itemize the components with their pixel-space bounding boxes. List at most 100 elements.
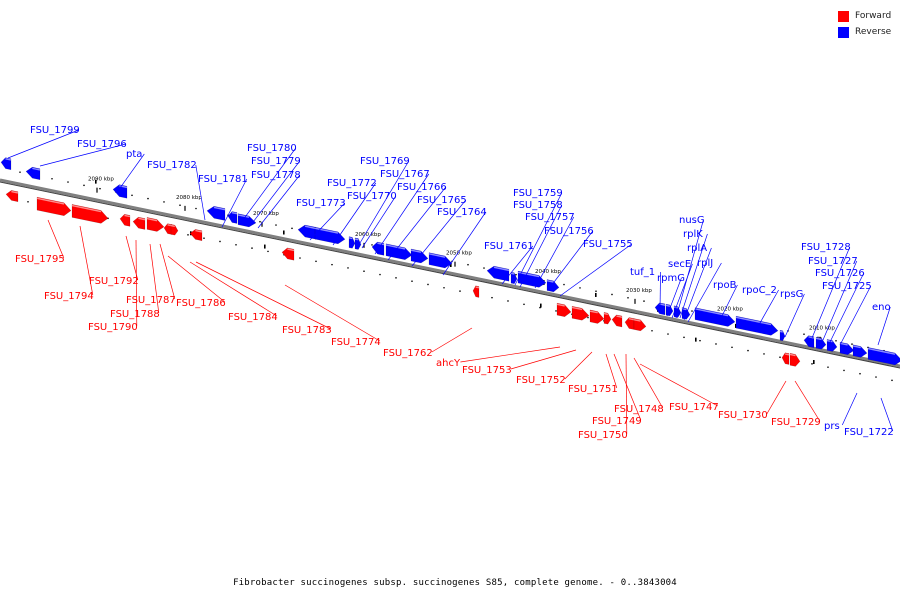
gene-label-fsu-1773[interactable]: FSU_1773 (296, 198, 346, 209)
genome-caption: Fibrobacter succinogenes subsp. succinog… (233, 578, 677, 588)
scale-dot (299, 257, 301, 259)
scale-dot (691, 310, 693, 312)
scale-dot (683, 336, 685, 339)
gene-label-pta[interactable]: pta (126, 149, 142, 160)
scale-dot (555, 310, 557, 312)
forward-gene-arrow (119, 213, 131, 227)
gene-leader-line (841, 392, 858, 426)
gene-label-fsu-1765[interactable]: FSU_1765 (417, 195, 467, 206)
gene-label-fsu-1786[interactable]: FSU_1786 (176, 298, 226, 309)
gene-label-fsu-1788[interactable]: FSU_1788 (110, 309, 160, 320)
reverse-gene-arrow (25, 166, 41, 181)
scale-dot (275, 224, 277, 226)
scale-dot (651, 329, 653, 332)
gene-leader-line (39, 143, 126, 167)
gene-label-nusg[interactable]: nusG (679, 215, 705, 226)
reverse-gene-arrow (428, 252, 453, 269)
gene-label-fsu-1766[interactable]: FSU_1766 (397, 182, 447, 193)
gene-label-fsu-1730[interactable]: FSU_1730 (718, 410, 768, 421)
gene-label-fsu-1753[interactable]: FSU_1753 (462, 365, 512, 376)
gene-label-fsu-1729[interactable]: FSU_1729 (771, 417, 821, 428)
gene-label-sece[interactable]: secE (668, 259, 691, 270)
tick-label-2040-kbp: 2040 kbp (535, 269, 561, 275)
gene-label-fsu-1748[interactable]: FSU_1748 (614, 404, 664, 415)
gene-label-rpmg[interactable]: rpmG (657, 273, 685, 284)
gene-label-fsu-1774[interactable]: FSU_1774 (331, 337, 381, 348)
gene-label-fsu-1794[interactable]: FSU_1794 (44, 291, 94, 302)
scale-dot (523, 303, 525, 306)
gene-label-fsu-1769[interactable]: FSU_1769 (360, 156, 410, 167)
gene-label-fsu-1767[interactable]: FSU_1767 (380, 169, 430, 180)
scale-dot (811, 363, 813, 365)
gene-label-fsu-1792[interactable]: FSU_1792 (89, 276, 139, 287)
tick-marker (95, 179, 97, 184)
gene-label-fsu-1783[interactable]: FSU_1783 (282, 325, 332, 336)
gene-label-fsu-1728[interactable]: FSU_1728 (801, 242, 851, 253)
gene-label-rpla[interactable]: rplA (687, 243, 707, 254)
gene-label-rpob[interactable]: rpoB (713, 280, 737, 291)
gene-label-fsu-1787[interactable]: FSU_1787 (126, 295, 176, 306)
reverse-gene-arrow (371, 241, 385, 256)
reverse-gene-arrow (314, 226, 346, 245)
gene-label-fsu-1727[interactable]: FSU_1727 (808, 256, 858, 267)
scale-dot (803, 333, 805, 335)
gene-label-fsu-1758[interactable]: FSU_1758 (513, 200, 563, 211)
gene-label-fsu-1790[interactable]: FSU_1790 (88, 322, 138, 333)
gene-label-fsu-1751[interactable]: FSU_1751 (568, 384, 618, 395)
gene-leader-line (547, 230, 594, 291)
reverse-swatch (838, 26, 849, 38)
scale-dot (83, 184, 85, 187)
forward-gene-arrow (472, 285, 480, 298)
gene-label-fsu-1784[interactable]: FSU_1784 (228, 312, 278, 323)
gene-label-fsu-1759[interactable]: FSU_1759 (513, 188, 563, 199)
gene-label-fsu-1781[interactable]: FSU_1781 (198, 174, 248, 185)
gene-label-rplj[interactable]: rplJ (697, 258, 713, 269)
gene-label-fsu-1778[interactable]: FSU_1778 (251, 170, 301, 181)
gene-label-fsu-1749[interactable]: FSU_1749 (592, 416, 642, 427)
gene-label-fsu-1762[interactable]: FSU_1762 (383, 348, 433, 359)
gene-label-fsu-1772[interactable]: FSU_1772 (327, 178, 377, 189)
gene-label-fsu-1726[interactable]: FSU_1726 (815, 268, 865, 279)
scale-dot (835, 339, 837, 342)
scale-dot (51, 177, 53, 180)
gene-label-fsu-1725[interactable]: FSU_1725 (822, 281, 872, 292)
gene-label-fsu-1752[interactable]: FSU_1752 (516, 375, 566, 386)
gene-label-rplk[interactable]: rplK (683, 229, 703, 240)
gene-label-fsu-1770[interactable]: FSU_1770 (347, 191, 397, 202)
gene-label-tuf-1[interactable]: tuf_1 (630, 267, 655, 278)
gene-label-fsu-1780[interactable]: FSU_1780 (247, 143, 297, 154)
gene-label-rpoc-2[interactable]: rpoC_2 (742, 285, 777, 296)
gene-leader-line (332, 182, 377, 246)
gene-leader-line (822, 260, 858, 341)
gene-label-rpsg[interactable]: rpsG (780, 289, 803, 300)
gene-leader-line (510, 349, 577, 370)
gene-label-fsu-1799[interactable]: FSU_1799 (30, 125, 80, 136)
gene-label-prs[interactable]: prs (824, 421, 840, 432)
gene-label-fsu-1796[interactable]: FSU_1796 (77, 139, 127, 150)
gene-label-fsu-1782[interactable]: FSU_1782 (147, 160, 197, 171)
scale-dot (779, 356, 781, 359)
scale-dot (715, 343, 717, 345)
scale-dot (331, 263, 333, 266)
reverse-gene-arrow (227, 211, 238, 224)
gene-leader-line (839, 285, 872, 346)
gene-label-fsu-1750[interactable]: FSU_1750 (578, 430, 628, 441)
gene-label-ahcy[interactable]: ahcY (436, 358, 461, 369)
gene-leader-line (189, 261, 277, 317)
gene-label-fsu-1755[interactable]: FSU_1755 (583, 239, 633, 250)
gene-label-fsu-1747[interactable]: FSU_1747 (669, 402, 719, 413)
gene-label-fsu-1761[interactable]: FSU_1761 (484, 241, 534, 252)
gene-leader-line (119, 153, 145, 189)
scale-dot (827, 366, 829, 368)
gene-label-fsu-1756[interactable]: FSU_1756 (544, 226, 594, 237)
gene-label-fsu-1757[interactable]: FSU_1757 (525, 212, 575, 223)
gene-label-fsu-1764[interactable]: FSU_1764 (437, 207, 487, 218)
gene-label-fsu-1779[interactable]: FSU_1779 (251, 156, 301, 167)
forward-gene-arrow (189, 229, 203, 242)
gene-label-eno[interactable]: eno (872, 302, 891, 313)
genome-backbone (0, 178, 900, 368)
gene-label-fsu-1722[interactable]: FSU_1722 (844, 427, 894, 438)
gene-label-fsu-1795[interactable]: FSU_1795 (15, 254, 65, 265)
forward-gene-arrow (36, 196, 72, 216)
scale-dot (579, 287, 581, 289)
